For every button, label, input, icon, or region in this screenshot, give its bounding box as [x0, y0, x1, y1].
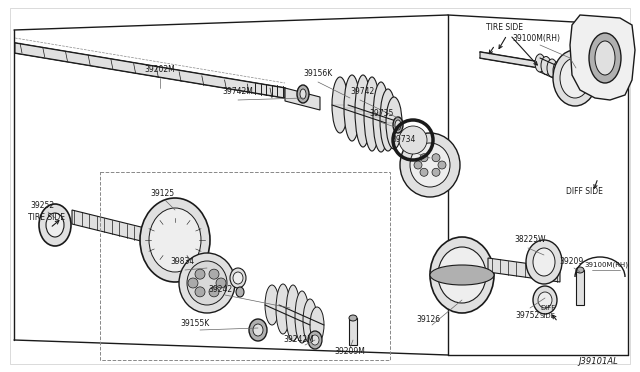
Ellipse shape [349, 315, 357, 321]
Polygon shape [10, 8, 630, 364]
Text: 39126: 39126 [416, 315, 440, 324]
Ellipse shape [526, 240, 562, 284]
Ellipse shape [195, 269, 205, 279]
Ellipse shape [420, 154, 428, 162]
Text: 39155K: 39155K [180, 318, 210, 327]
Ellipse shape [230, 268, 246, 288]
Text: 39242: 39242 [208, 285, 232, 295]
Text: 39742: 39742 [351, 87, 375, 96]
Ellipse shape [393, 117, 403, 133]
Ellipse shape [195, 287, 205, 297]
Text: 39242M: 39242M [284, 334, 314, 343]
Text: J39101AL: J39101AL [579, 357, 618, 366]
Ellipse shape [410, 143, 450, 187]
Ellipse shape [276, 284, 290, 334]
Ellipse shape [430, 265, 494, 285]
Ellipse shape [538, 292, 552, 308]
Text: 39202M: 39202M [145, 65, 175, 74]
Ellipse shape [265, 285, 279, 325]
Ellipse shape [400, 133, 460, 197]
Ellipse shape [310, 307, 324, 343]
Text: 39100M(RH): 39100M(RH) [584, 262, 628, 268]
Text: DIFF SIDE: DIFF SIDE [566, 187, 602, 196]
Text: 39209: 39209 [560, 257, 584, 266]
Ellipse shape [414, 161, 422, 169]
Text: 39156K: 39156K [303, 70, 333, 78]
Ellipse shape [140, 198, 210, 282]
Ellipse shape [236, 287, 244, 297]
Ellipse shape [332, 77, 348, 133]
Ellipse shape [430, 237, 494, 313]
Ellipse shape [553, 50, 597, 106]
Ellipse shape [432, 168, 440, 176]
Ellipse shape [541, 57, 551, 74]
Ellipse shape [438, 161, 446, 169]
Ellipse shape [553, 61, 563, 80]
Text: 39125: 39125 [150, 189, 174, 198]
Ellipse shape [216, 278, 226, 288]
Ellipse shape [253, 324, 263, 336]
Ellipse shape [300, 89, 306, 99]
Ellipse shape [533, 286, 557, 314]
Ellipse shape [249, 319, 267, 341]
Text: DIFF
SIDE: DIFF SIDE [540, 305, 556, 318]
Text: 38225W: 38225W [515, 235, 546, 244]
Ellipse shape [308, 331, 322, 349]
Ellipse shape [46, 213, 64, 237]
Ellipse shape [535, 54, 545, 72]
Ellipse shape [380, 89, 396, 151]
Ellipse shape [188, 278, 198, 288]
Ellipse shape [179, 253, 235, 313]
Ellipse shape [395, 120, 401, 130]
Ellipse shape [311, 335, 319, 345]
Ellipse shape [373, 82, 389, 152]
Text: 39209M: 39209M [335, 347, 365, 356]
Polygon shape [597, 73, 622, 88]
Text: 39100M(RH): 39100M(RH) [512, 33, 560, 42]
Text: TIRE SIDE: TIRE SIDE [486, 23, 524, 32]
Ellipse shape [233, 272, 243, 284]
Text: 39742M: 39742M [223, 87, 253, 96]
Ellipse shape [589, 33, 621, 83]
Ellipse shape [286, 285, 300, 341]
Ellipse shape [295, 291, 309, 343]
Polygon shape [480, 52, 540, 68]
Ellipse shape [560, 58, 590, 98]
Ellipse shape [533, 248, 555, 276]
Polygon shape [72, 210, 145, 242]
Text: 39834: 39834 [171, 257, 195, 266]
Text: 39252: 39252 [30, 201, 54, 209]
Ellipse shape [364, 77, 380, 151]
Polygon shape [349, 318, 357, 345]
Ellipse shape [209, 269, 219, 279]
Polygon shape [570, 15, 635, 100]
Ellipse shape [399, 126, 427, 154]
Text: 39752: 39752 [516, 311, 540, 320]
Ellipse shape [595, 41, 615, 75]
Polygon shape [576, 270, 584, 305]
Ellipse shape [386, 97, 402, 149]
Ellipse shape [39, 204, 71, 246]
Ellipse shape [420, 168, 428, 176]
Ellipse shape [438, 247, 486, 303]
Ellipse shape [355, 75, 371, 147]
Text: 39735: 39735 [370, 109, 394, 119]
Ellipse shape [547, 59, 557, 77]
Text: 39734: 39734 [392, 135, 416, 144]
Ellipse shape [344, 75, 360, 141]
Polygon shape [285, 88, 320, 110]
Ellipse shape [432, 154, 440, 162]
Ellipse shape [149, 208, 201, 272]
Ellipse shape [303, 299, 317, 343]
Text: TIRE SIDE: TIRE SIDE [28, 214, 65, 222]
Polygon shape [15, 43, 285, 98]
Polygon shape [488, 258, 560, 282]
Ellipse shape [209, 287, 219, 297]
Ellipse shape [297, 85, 309, 103]
Ellipse shape [576, 267, 584, 273]
Ellipse shape [187, 261, 227, 305]
